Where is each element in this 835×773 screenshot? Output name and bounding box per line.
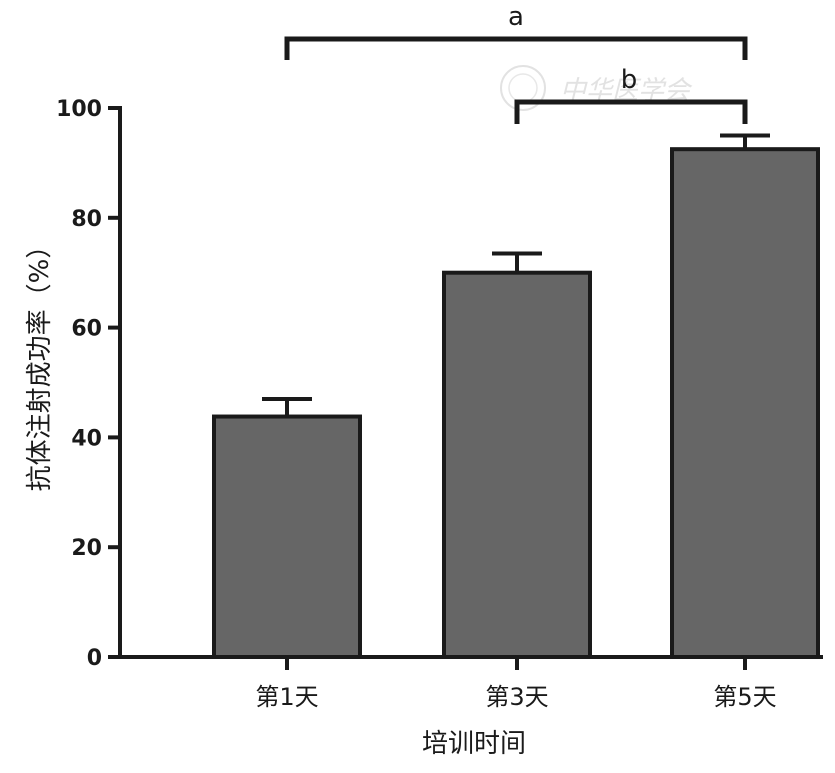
x-category-label: 第5天: [713, 683, 776, 711]
x-category-label: 第3天: [485, 683, 548, 711]
significance-layer: [284, 36, 748, 124]
significance-label: b: [621, 65, 638, 95]
bar-1: [212, 414, 362, 659]
y-tick-label: 100: [56, 97, 102, 122]
significance-bracket-b: [514, 99, 748, 124]
significance-bracket-a: [284, 36, 748, 60]
y-tick-label: 40: [71, 426, 102, 451]
significance-label: a: [508, 2, 524, 32]
bar-2: [442, 270, 592, 659]
y-tick-label: 80: [71, 207, 102, 232]
y-tick-label: 20: [71, 536, 102, 561]
x-axis-title: 培训时间: [422, 729, 526, 759]
bars-layer: [212, 147, 820, 660]
y-axis-title: 抗体注射成功率（%）: [25, 233, 55, 492]
x-category-label: 第1天: [255, 683, 318, 711]
y-tick-label: 0: [87, 646, 102, 671]
bar-3: [670, 147, 820, 660]
error-bars-layer: [262, 133, 770, 417]
y-tick-label: 60: [71, 317, 102, 342]
axes-layer: [108, 106, 823, 670]
